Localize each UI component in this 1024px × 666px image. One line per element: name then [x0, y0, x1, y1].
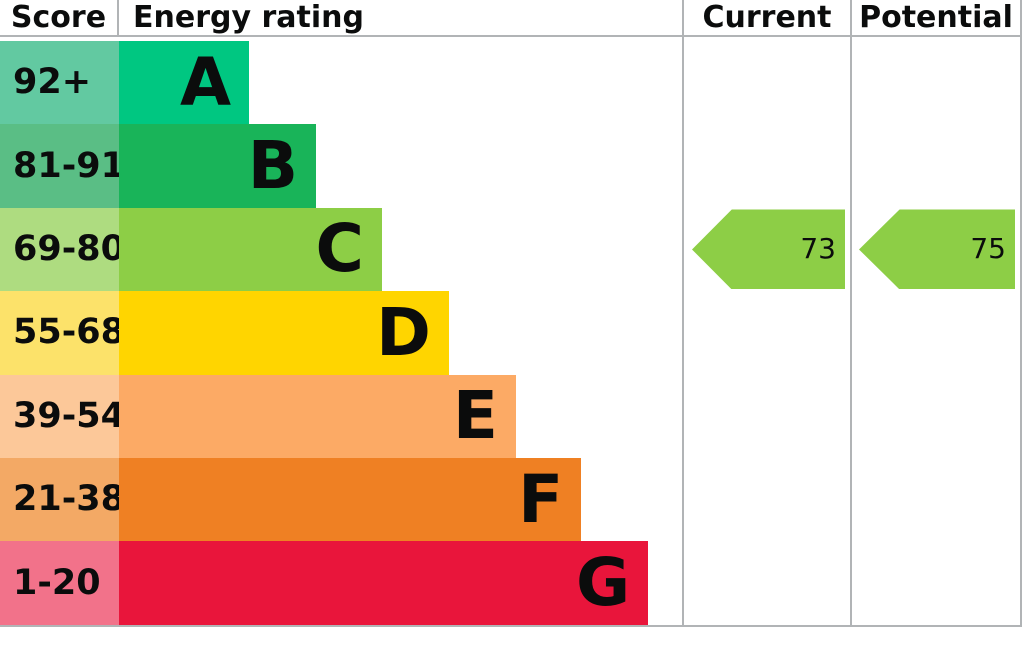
band-row-e: 39-54 E [0, 374, 1022, 458]
energy-band-bar-e: E [119, 374, 516, 458]
band-letter-b: B [247, 127, 299, 205]
potential-rating-value: 75 [970, 232, 1006, 266]
potential-cell-f [850, 457, 1022, 542]
potential-cell-d [850, 291, 1022, 375]
energy-bar-cell-g: G [119, 541, 682, 625]
score-range-label-g: 1-20 [13, 562, 101, 603]
chart-header-row: Score Energy rating Current Potential [0, 0, 1022, 37]
band-row-a: 92+ A [0, 41, 1022, 125]
header-potential: Potential [850, 0, 1022, 35]
score-range-cell-g: 1-20 [0, 541, 119, 625]
potential-cell-g [850, 541, 1022, 625]
band-letter-g: G [576, 544, 631, 622]
energy-bar-cell-c: C [119, 207, 682, 292]
potential-rating-arrow: 75 [859, 209, 1015, 290]
band-letter-f: F [518, 460, 564, 538]
current-cell-c: 73 [682, 207, 850, 292]
energy-band-bar-g: G [119, 541, 649, 625]
band-letter-d: D [376, 293, 431, 371]
energy-bar-cell-b: B [119, 124, 682, 208]
band-letter-a: A [179, 43, 232, 121]
band-letter-c: C [315, 210, 364, 288]
energy-band-bar-c: C [119, 207, 382, 292]
current-cell-f [682, 457, 850, 542]
band-rows: 92+ A 81-91 B 69-80 [0, 41, 1022, 627]
band-row-b: 81-91 B [0, 124, 1022, 208]
score-range-cell-c: 69-80 [0, 207, 125, 292]
energy-band-bar-b: B [119, 124, 317, 208]
potential-cell-e [850, 374, 1022, 458]
header-gap-row [0, 37, 1022, 41]
header-gap-current [682, 37, 850, 41]
score-range-cell-a: 92+ [0, 41, 119, 125]
potential-cell-a [850, 41, 1022, 125]
score-range-cell-d: 55-68 [0, 291, 125, 375]
band-letter-e: E [452, 377, 498, 455]
current-cell-b [682, 124, 850, 208]
potential-cell-b [850, 124, 1022, 208]
energy-band-bar-a: A [119, 41, 250, 125]
energy-bar-cell-e: E [119, 374, 682, 458]
energy-band-bar-f: F [119, 457, 582, 542]
energy-bar-cell-d: D [119, 291, 682, 375]
score-range-label-a: 92+ [13, 62, 92, 103]
header-current: Current [682, 0, 850, 35]
band-row-d: 55-68 D [0, 291, 1022, 375]
header-gap-potential [850, 37, 1022, 41]
header-energy-rating: Energy rating [133, 0, 364, 35]
score-range-cell-f: 21-38 [0, 457, 125, 542]
score-range-label-f: 21-38 [13, 479, 125, 520]
score-range-label-e: 39-54 [13, 395, 125, 436]
energy-bar-cell-f: F [119, 457, 682, 542]
current-cell-a [682, 41, 850, 125]
score-range-label-c: 69-80 [13, 228, 125, 269]
band-row-c: 69-80 C 73 75 [0, 207, 1022, 292]
current-cell-d [682, 291, 850, 375]
band-row-f: 21-38 F [0, 457, 1022, 542]
potential-cell-c: 75 [850, 207, 1022, 292]
score-range-cell-e: 39-54 [0, 374, 125, 458]
current-rating-arrow: 73 [692, 209, 845, 290]
score-range-label-b: 81-91 [13, 145, 125, 186]
current-rating-value: 73 [800, 232, 836, 266]
energy-bar-cell-a: A [119, 41, 682, 125]
score-range-label-d: 55-68 [13, 312, 125, 353]
current-cell-e [682, 374, 850, 458]
epc-energy-rating-chart: Score Energy rating Current Potential 92… [0, 0, 1022, 627]
energy-band-bar-d: D [119, 291, 449, 375]
score-range-cell-b: 81-91 [0, 124, 125, 208]
header-score: Score [0, 0, 119, 35]
current-cell-g [682, 541, 850, 625]
band-row-g: 1-20 G [0, 541, 1022, 625]
